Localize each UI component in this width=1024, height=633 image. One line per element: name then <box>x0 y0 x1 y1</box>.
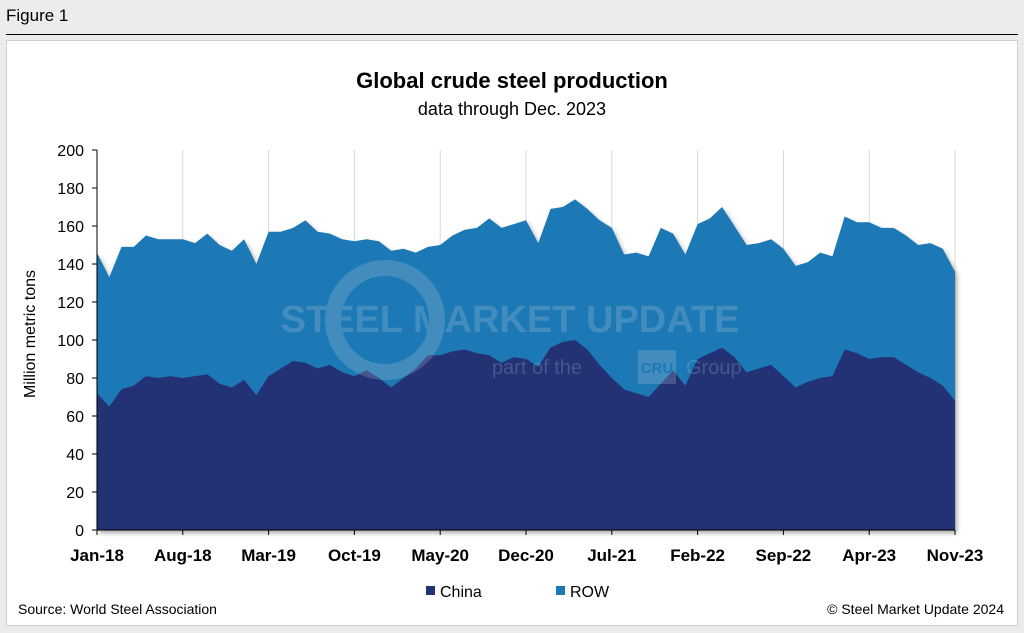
x-tick-label: Apr-23 <box>842 546 896 565</box>
y-tick-label: 100 <box>57 333 84 350</box>
chart-title: Global crude steel production <box>356 68 668 93</box>
watermark-ring <box>325 260 445 380</box>
y-tick-label: 160 <box>57 219 84 236</box>
legend-label-china: China <box>440 584 482 601</box>
y-tick-label: 80 <box>66 371 84 388</box>
y-tick-label: 180 <box>57 181 84 198</box>
x-tick-label: Dec-20 <box>498 546 554 565</box>
figure-divider <box>6 34 1018 35</box>
legend-swatch-china <box>426 586 435 595</box>
source-note: Source: World Steel Association <box>18 601 217 617</box>
y-axis-label: Million metric tons <box>22 270 39 398</box>
watermark-sub-suffix: Group <box>686 357 742 379</box>
area-china <box>97 340 955 530</box>
copyright-note: © Steel Market Update 2024 <box>827 601 1004 617</box>
x-tick-label: Aug-18 <box>154 546 212 565</box>
legend-swatch-row <box>556 586 565 595</box>
legend-label-row: ROW <box>570 584 610 601</box>
y-tick-label: 120 <box>57 295 84 312</box>
x-tick-label: May-20 <box>411 546 469 565</box>
watermark-cru-text: CRU <box>641 360 674 377</box>
x-tick-label: Mar-19 <box>241 546 296 565</box>
y-tick-label: 200 <box>57 143 84 160</box>
y-tick-label: 20 <box>66 485 84 502</box>
watermark-logo: STEEL MARKET UPDATE part of the CRU Grou… <box>281 260 742 384</box>
watermark-cru-box <box>638 350 676 384</box>
figure-label: Figure 1 <box>6 6 69 25</box>
x-tick-label: Nov-23 <box>927 546 984 565</box>
x-tick-label: Sep-22 <box>756 546 812 565</box>
x-tick-label: Jul-21 <box>587 546 636 565</box>
watermark-main-text: STEEL MARKET UPDATE <box>281 299 740 341</box>
x-tick-label: Jan-18 <box>70 546 124 565</box>
watermark-sub-prefix: part of the <box>492 357 582 379</box>
x-axis-ticks: Jan-18 Aug-18 Mar-19 Oct-19 May-20 Dec-20 Jul-… <box>70 530 983 565</box>
area-series <box>97 199 955 530</box>
y-tick-label: 60 <box>66 409 84 426</box>
x-tick-label: Feb-22 <box>670 546 725 565</box>
y-tick-label: 40 <box>66 447 84 464</box>
legend: China ROW <box>426 584 610 601</box>
x-tick-label: Oct-19 <box>328 546 381 565</box>
y-tick-label: 0 <box>75 523 84 540</box>
y-tick-label: 140 <box>57 257 84 274</box>
chart-subtitle: data through Dec. 2023 <box>417 99 607 119</box>
y-axis-ticks: 0 20 40 60 80 100 120 140 160 180 200 <box>57 143 97 540</box>
